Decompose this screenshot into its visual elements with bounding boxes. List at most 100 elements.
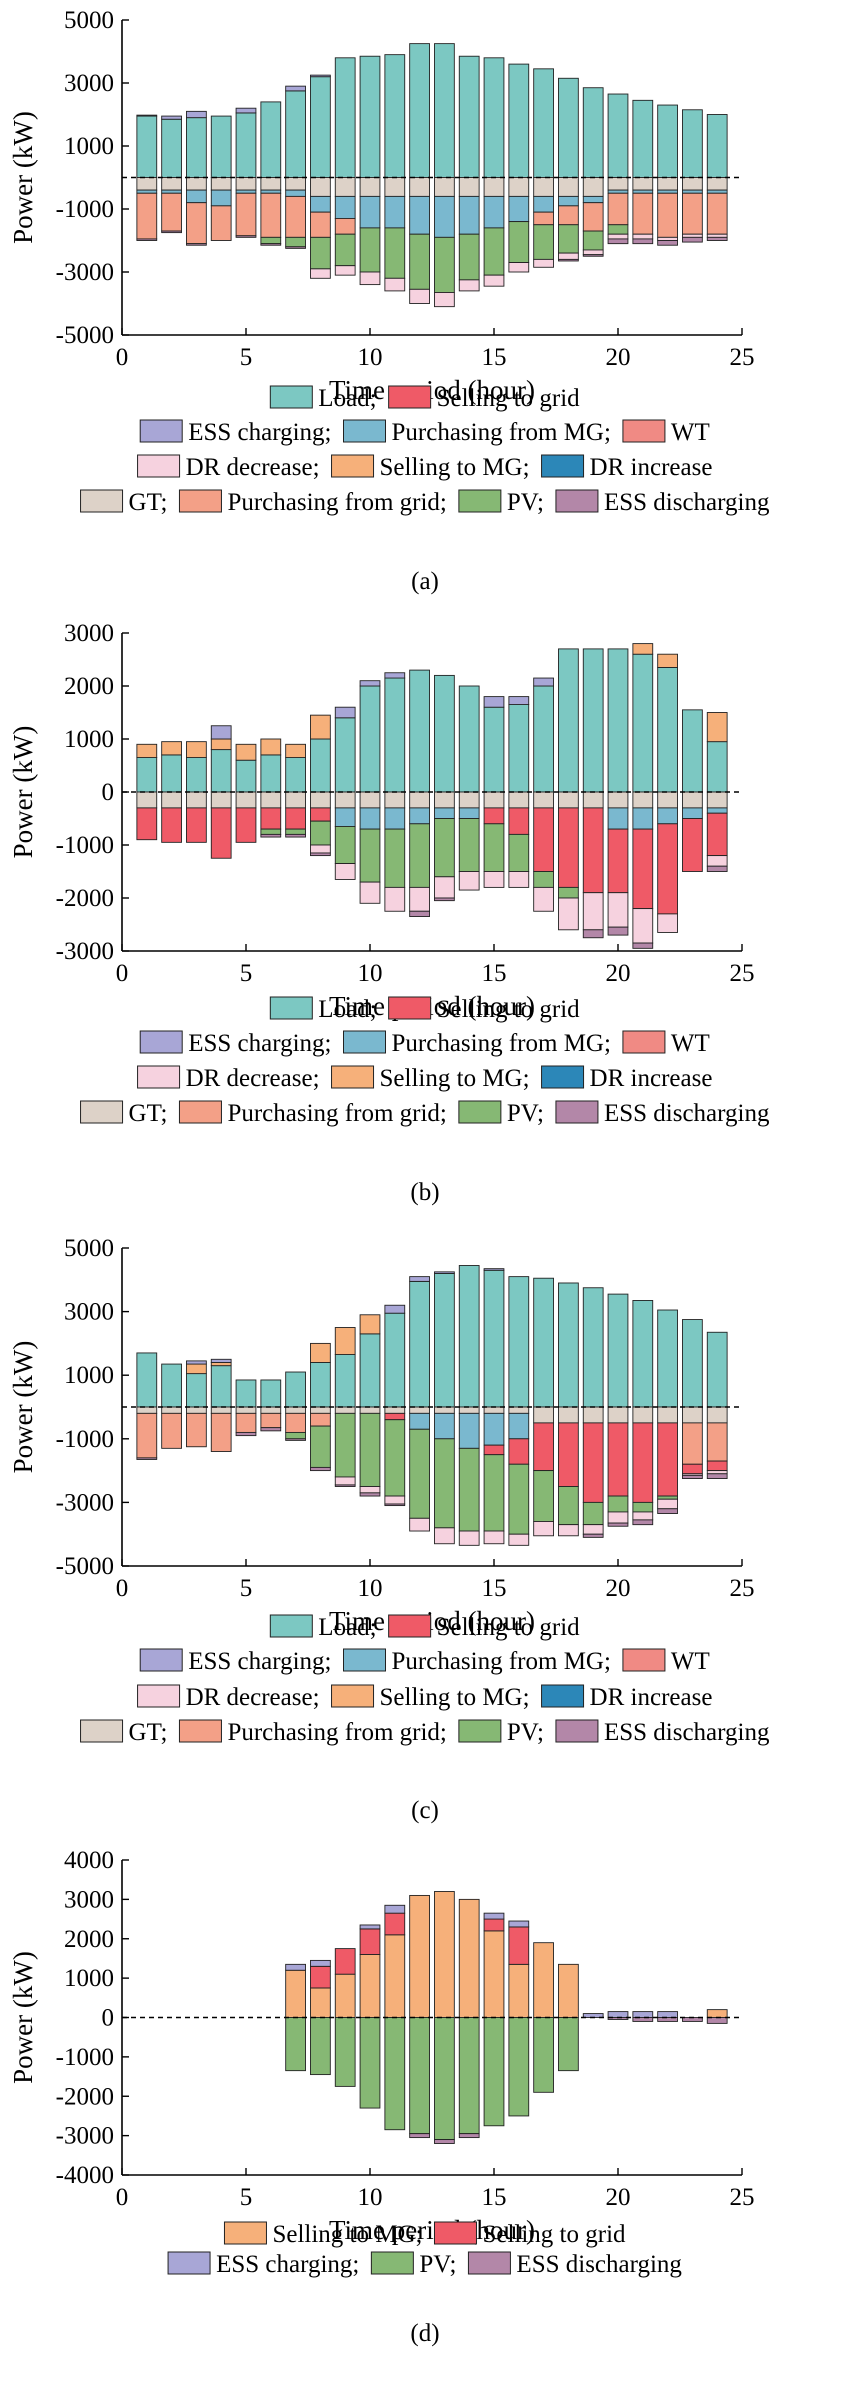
bar-pv-h11: [384, 2017, 406, 2131]
bar-pv-h11: [384, 1419, 406, 1497]
bar-dr-decrease-h10: [359, 1486, 381, 1494]
bar-gt-h14: [458, 1406, 480, 1414]
bar-pv-h11: [384, 828, 406, 888]
bar-load-h12: [409, 669, 430, 793]
x-tick-label: 25: [730, 960, 755, 987]
legend-label-ess-discharging: ESS discharging: [604, 489, 770, 516]
bar-purchasing-from-grid-h9: [334, 217, 356, 235]
bar-load-h10: [359, 1333, 381, 1408]
bar-purchasing-from-mg-h13: [434, 1412, 455, 1440]
bar-selling-to-grid-h19: [582, 807, 604, 894]
bar-dr-decrease-h19: [582, 1524, 604, 1535]
bar-load-h11: [384, 1312, 406, 1408]
bar-gt-h12: [409, 177, 430, 197]
bar-pv-h10: [359, 828, 381, 883]
x-tick-label: 0: [116, 1575, 129, 1602]
bar-load-h16: [508, 704, 530, 793]
legend-swatch-purchasing-from-mg: [343, 1648, 386, 1672]
bar-purchasing-from-grid-h24: [706, 1422, 728, 1462]
bar-load-h20: [607, 1293, 629, 1408]
bar-selling-to-mg-h11: [384, 1934, 406, 2018]
bar-load-h2: [161, 754, 182, 793]
bar-load-h17: [533, 1277, 554, 1408]
bar-dr-decrease-h22: [657, 1498, 678, 1510]
x-tick-label: 5: [240, 2184, 253, 2211]
bar-selling-to-mg-h9: [334, 1327, 356, 1355]
bar-gt-h8: [310, 791, 331, 809]
bar-ess-discharging-h8: [310, 1466, 331, 1472]
bar-load-h14: [458, 685, 480, 793]
x-tick-label: 5: [240, 344, 253, 371]
bar-selling-to-mg-h12: [409, 1894, 430, 2018]
bar-selling-to-mg-h24: [706, 712, 728, 743]
bar-pv-h15: [483, 2017, 505, 2127]
bar-selling-to-mg-h13: [434, 1891, 455, 2018]
bar-gt-h4: [210, 791, 232, 809]
bar-selling-to-mg-h8: [310, 714, 331, 740]
bar-selling-to-grid-h20: [607, 828, 629, 894]
y-tick-label: -3000: [56, 2123, 114, 2150]
bar-selling-to-grid-h3: [186, 807, 207, 843]
bar-load-h2: [161, 118, 182, 178]
bar-selling-to-grid-h21: [632, 828, 654, 910]
x-axis-label: Time period (hour): [329, 375, 535, 405]
bar-gt-h6: [260, 177, 282, 191]
legend-swatch-ess-charging: [139, 1648, 183, 1672]
bar-dr-decrease-h10: [359, 271, 381, 286]
bar-selling-to-grid-h11: [384, 1412, 406, 1421]
bar-purchasing-from-mg-h23: [682, 807, 703, 819]
bar-gt-h7: [285, 1406, 306, 1414]
x-tick-label: 10: [358, 1575, 383, 1602]
bar-purchasing-from-grid-h7: [285, 195, 306, 238]
bar-purchasing-from-grid-h17: [533, 211, 554, 226]
legend-swatch-pv: [458, 1719, 502, 1743]
bar-pv-h22: [657, 1495, 678, 1500]
y-tick-label: -3000: [56, 1489, 114, 1516]
chart-panel-4: -4000 -3000 -2000 -1000 0 1000 2000 3000 4000 0 5 1…: [8, 1847, 755, 2347]
legend-swatch-ess-charging: [139, 1030, 183, 1054]
bar-gt-h21: [632, 791, 654, 809]
bar-gt-h11: [384, 791, 406, 809]
bar-selling-to-grid-h10: [359, 1928, 381, 1955]
bar-ess-charging-h3: [186, 1360, 207, 1365]
x-tick-label: 20: [606, 2184, 631, 2211]
bar-load-h23: [682, 709, 703, 793]
bar-ess-discharging-h13: [434, 897, 455, 902]
bar-ess-charging-h4: [210, 1358, 232, 1363]
y-tick-label: 1000: [64, 726, 114, 753]
bar-pv-h9: [334, 233, 356, 267]
legend-swatch-purchasing-from-grid: [178, 1100, 222, 1124]
y-tick-label: 3000: [64, 620, 114, 647]
bar-purchasing-from-mg-h22: [657, 189, 678, 194]
bar-gt-h8: [310, 1406, 331, 1414]
bar-dr-decrease-h24: [706, 1470, 728, 1475]
bar-purchasing-from-mg-h9: [334, 195, 356, 219]
bar-dr-decrease-h12: [409, 288, 430, 304]
legend-label-purchasing-from-grid: Purchasing from grid;: [227, 1100, 446, 1127]
legend-label-pv: PV;: [507, 489, 544, 516]
bar-load-h21: [632, 1300, 654, 1408]
bar-ess-discharging-h1: [136, 238, 158, 241]
bar-purchasing-from-grid-h4: [210, 1412, 232, 1452]
bar-pv-h10: [359, 2017, 381, 2109]
bar-load-h9: [334, 717, 356, 793]
bar-dr-decrease-h19: [582, 892, 604, 931]
bar-pv-h16: [508, 221, 530, 264]
bar-gt-h12: [409, 791, 430, 809]
legend-label-ess-charging: ESS charging;: [188, 1030, 331, 1057]
legend-swatch-wt: [622, 1648, 666, 1672]
bar-load-h24: [706, 741, 728, 793]
bar-ess-discharging-h12: [409, 2133, 430, 2139]
bar-dr-decrease-h9: [334, 863, 356, 880]
bar-ess-charging-h15: [483, 1268, 505, 1271]
bar-pv-h8: [310, 236, 331, 270]
bar-pv-h15: [483, 823, 505, 872]
panel-caption: (b): [410, 1179, 439, 1206]
bar-ess-discharging-h22: [657, 240, 678, 246]
bar-gt-h9: [334, 1406, 356, 1414]
bar-purchasing-from-grid-h4: [210, 205, 232, 241]
y-tick-label: 1000: [64, 1965, 114, 1992]
bar-purchasing-from-mg-h10: [359, 195, 381, 229]
bar-pv-h14: [458, 1447, 480, 1532]
bar-gt-h10: [359, 1406, 381, 1414]
